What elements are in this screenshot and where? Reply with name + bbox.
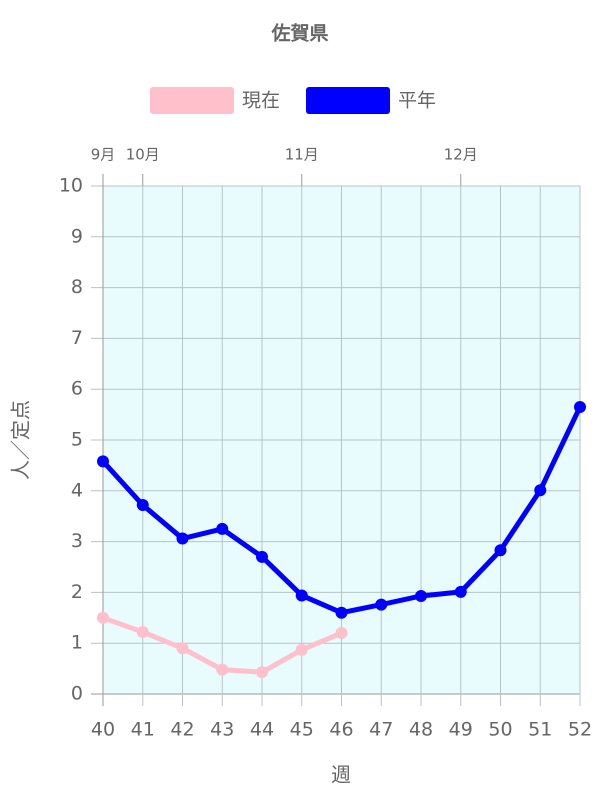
data-point xyxy=(176,532,189,545)
data-point xyxy=(454,585,467,598)
data-point xyxy=(335,606,348,619)
x-axis-label: 週 xyxy=(331,763,351,787)
data-point xyxy=(97,611,109,624)
y-tick-label: 6 xyxy=(71,378,83,400)
data-point xyxy=(534,484,547,497)
x-tick-label: 45 xyxy=(290,719,314,741)
data-point xyxy=(574,400,586,413)
legend-label: 現在 xyxy=(242,90,280,112)
x-tick-label: 43 xyxy=(210,719,234,741)
data-point xyxy=(256,550,268,563)
legend-label: 平年 xyxy=(398,90,436,112)
x-tick-label: 52 xyxy=(568,719,592,741)
top-tick-label: 12月 xyxy=(444,146,478,164)
data-point xyxy=(335,627,348,640)
data-point xyxy=(415,589,427,602)
x-tick-label: 42 xyxy=(170,719,194,741)
y-tick-label: 2 xyxy=(71,581,83,603)
y-tick-label: 8 xyxy=(71,276,83,298)
legend-swatch xyxy=(306,87,390,114)
y-tick-label: 5 xyxy=(71,429,83,451)
data-point xyxy=(375,598,388,611)
x-tick-label: 48 xyxy=(409,719,433,741)
chart-title: 佐賀県 xyxy=(270,22,328,45)
y-tick-label: 9 xyxy=(71,225,83,247)
x-tick-label: 50 xyxy=(488,719,512,741)
y-tick-label: 1 xyxy=(71,632,83,654)
y-tick-label: 7 xyxy=(71,327,83,349)
y-tick-label: 3 xyxy=(71,530,83,552)
data-point xyxy=(136,626,149,639)
x-tick-label: 47 xyxy=(369,719,393,741)
data-point xyxy=(97,455,109,468)
top-tick-label: 11月 xyxy=(285,146,319,164)
y-axis-label: 人／定点 xyxy=(9,400,33,480)
x-tick-label: 49 xyxy=(449,719,473,741)
y-tick-label: 4 xyxy=(71,479,83,501)
data-point xyxy=(295,589,308,602)
top-tick-label: 9月 xyxy=(91,146,116,164)
y-tick-label: 10 xyxy=(59,175,83,197)
x-tick-label: 46 xyxy=(329,719,353,741)
data-point xyxy=(295,643,308,656)
x-tick-label: 51 xyxy=(528,719,552,741)
data-point xyxy=(216,522,229,535)
x-tick-label: 40 xyxy=(91,719,115,741)
top-tick-label: 10月 xyxy=(126,146,160,164)
x-tick-label: 41 xyxy=(131,719,155,741)
x-tick-label: 44 xyxy=(250,719,274,741)
data-point xyxy=(176,642,189,655)
data-point xyxy=(494,544,507,557)
legend-swatch xyxy=(150,87,234,114)
data-point xyxy=(216,663,229,676)
data-point xyxy=(256,666,268,679)
data-point xyxy=(136,499,149,512)
y-tick-label: 0 xyxy=(71,683,83,705)
